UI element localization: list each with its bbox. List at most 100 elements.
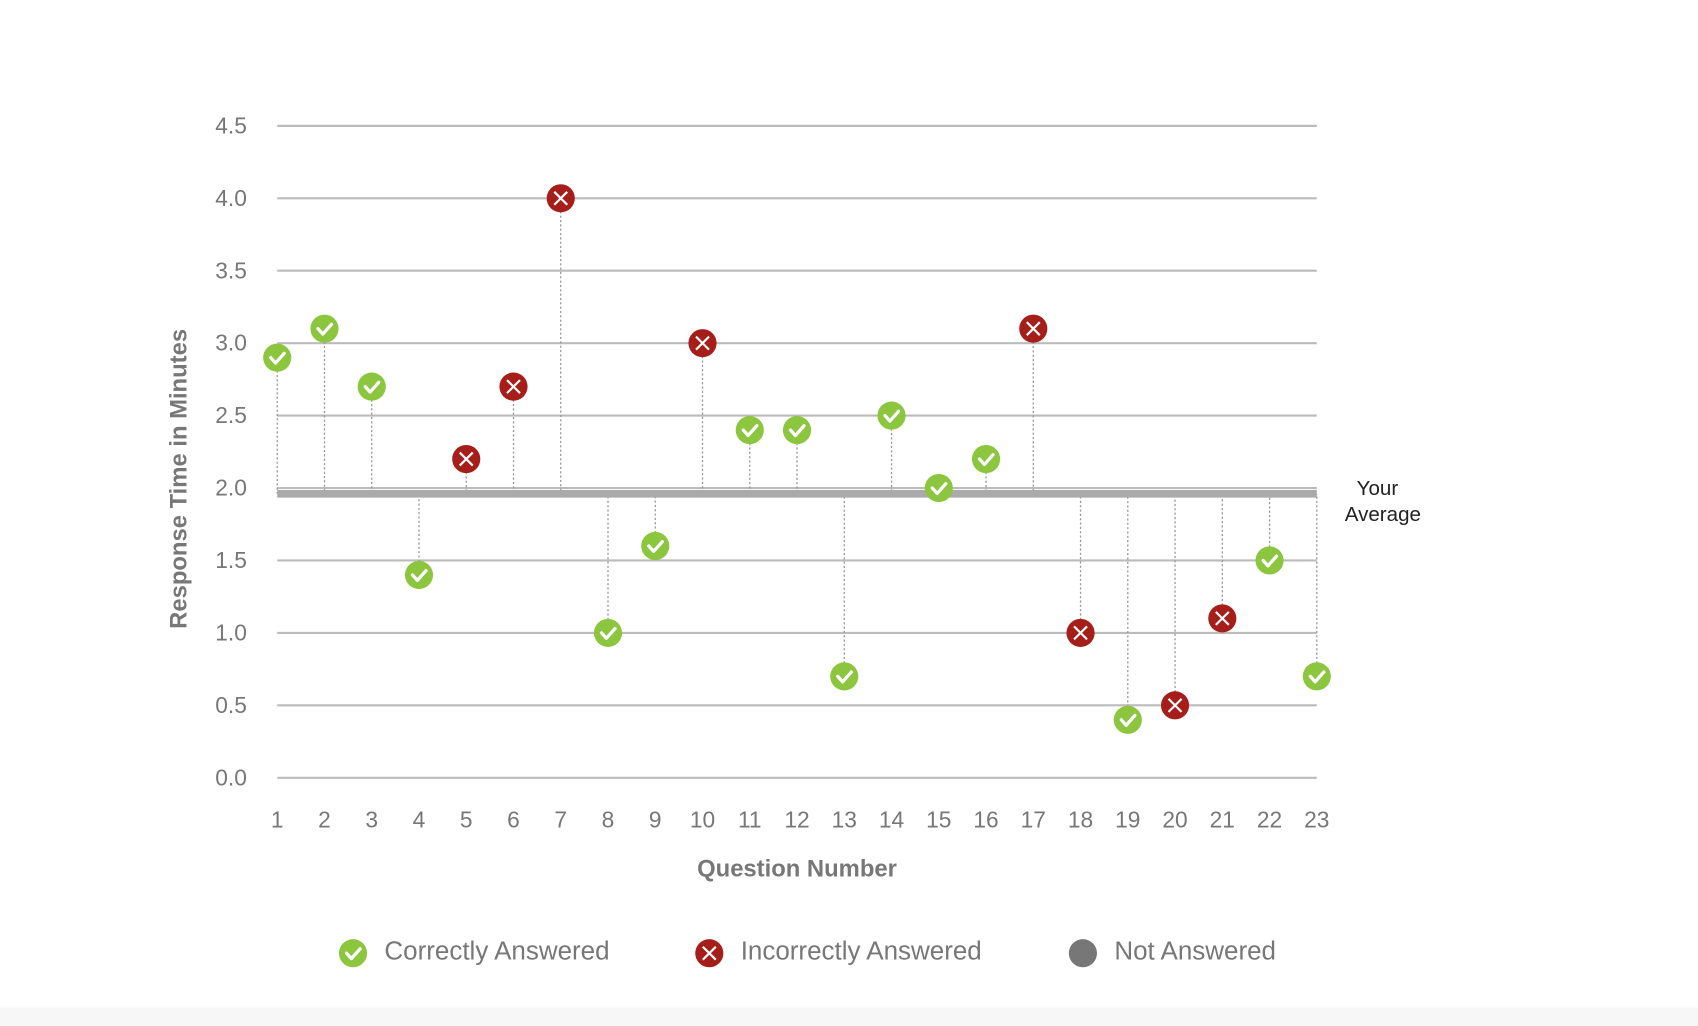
x-icon — [458, 451, 474, 467]
marker-circle — [357, 372, 386, 401]
marker-circle — [1068, 939, 1097, 968]
data-point-q23 — [1302, 662, 1331, 691]
legend-label-unanswered: Not Answered — [1114, 936, 1276, 966]
x-tick-label: 15 — [926, 807, 951, 833]
x-tick-label: 6 — [507, 807, 520, 833]
data-point-q12 — [782, 416, 812, 445]
y-axis-label: Response Time in Minutes — [165, 329, 192, 629]
x-tick-label: 17 — [1021, 807, 1046, 833]
data-point-q1 — [263, 343, 292, 372]
data-point-q14 — [877, 401, 906, 430]
x-tick-label: 14 — [879, 807, 904, 833]
legend-marker-unanswered — [1068, 939, 1097, 968]
data-point-q9 — [641, 531, 670, 561]
check-icon — [741, 424, 759, 438]
check-icon — [363, 380, 381, 394]
x-tick-label: 8 — [602, 807, 615, 833]
check-icon — [788, 424, 806, 438]
marker-circle — [338, 939, 368, 968]
legend-label-correct: Correctly Answered — [384, 936, 609, 966]
marker-circle — [1302, 662, 1331, 691]
check-icon — [883, 409, 901, 423]
x-tick-label: 7 — [554, 807, 567, 833]
check-icon — [1119, 713, 1137, 727]
x-tick-label: 3 — [365, 807, 378, 833]
y-tick-label: 1.5 — [215, 547, 247, 573]
marker-circle — [830, 662, 859, 691]
check-icon — [647, 540, 664, 554]
check-icon — [1308, 670, 1326, 684]
x-tick-label: 22 — [1257, 807, 1282, 833]
marker-circle — [641, 531, 670, 561]
bottom-band — [0, 1007, 1698, 1026]
x-tick-label: 4 — [413, 807, 426, 833]
y-tick-label: 1.0 — [215, 619, 247, 645]
check-icon — [344, 947, 362, 961]
y-tick-label: 3.5 — [215, 257, 247, 283]
x-icon — [1026, 321, 1041, 336]
x-tick-label: 20 — [1162, 807, 1187, 833]
y-tick-label: 4.5 — [215, 112, 247, 138]
data-point-q22 — [1255, 546, 1284, 575]
x-tick-label: 11 — [738, 807, 762, 833]
check-icon — [316, 322, 334, 336]
x-icon — [702, 945, 717, 961]
x-tick-label: 16 — [973, 807, 998, 833]
marker-circle — [924, 473, 953, 503]
data-point-q13 — [830, 662, 859, 691]
data-point-q18 — [1066, 618, 1095, 647]
x-icon — [553, 191, 569, 206]
data-point-q17 — [1019, 314, 1048, 343]
marker-circle — [971, 444, 1001, 474]
legend: Correctly Answered Incorrectly Answered No… — [338, 936, 1276, 968]
check-icon — [977, 453, 995, 467]
x-tick-label: 21 — [1210, 807, 1235, 833]
x-tick-label: 10 — [690, 807, 715, 833]
data-point-q7 — [546, 184, 575, 213]
legend-marker-incorrect — [695, 939, 724, 968]
y-tick-label: 2.5 — [215, 402, 247, 428]
data-point-q5 — [452, 444, 481, 474]
y-tick-label: 0.0 — [215, 764, 247, 790]
marker-circle — [1113, 705, 1142, 734]
y-tick-label: 4.0 — [215, 185, 247, 211]
x-tick-label: 18 — [1068, 807, 1093, 833]
marker-circle — [877, 401, 906, 430]
marker-circle — [782, 416, 812, 445]
average-label-line2: Average — [1345, 503, 1421, 526]
data-point-q20 — [1160, 691, 1190, 720]
data-point-q19 — [1113, 705, 1142, 734]
x-tick-label: 23 — [1304, 807, 1329, 833]
y-tick-label: 3.0 — [215, 330, 247, 356]
marker-circle — [1255, 546, 1284, 575]
marker-circle — [735, 416, 764, 445]
x-icon — [1073, 625, 1088, 641]
data-point-q10 — [688, 329, 717, 358]
data-point-q3 — [357, 372, 386, 401]
x-tick-label: 9 — [649, 807, 662, 833]
check-icon — [930, 482, 948, 496]
x-tick-label: 19 — [1115, 807, 1140, 833]
data-point-q11 — [735, 416, 764, 445]
data-point-q16 — [971, 444, 1001, 474]
average-label-line1: Your — [1357, 477, 1399, 500]
x-icon — [506, 379, 521, 394]
legend-label-incorrect: Incorrectly Answered — [741, 936, 982, 966]
x-icon — [1167, 698, 1183, 713]
check-icon — [269, 351, 286, 365]
check-icon — [410, 568, 428, 582]
y-tick-label: 2.0 — [215, 475, 247, 501]
data-point-q4 — [404, 560, 434, 590]
x-tick-label: 1 — [271, 807, 284, 833]
data-point-q2 — [310, 314, 339, 343]
data-point-q15 — [924, 473, 953, 503]
x-tick-label: 12 — [784, 807, 809, 833]
check-icon — [836, 670, 853, 684]
y-tick-label: 0.5 — [215, 692, 247, 718]
marker-circle — [310, 314, 339, 343]
x-tick-label: 2 — [318, 807, 331, 833]
x-icon — [695, 335, 710, 351]
data-point-q6 — [499, 372, 528, 401]
data-point-q21 — [1208, 604, 1237, 633]
